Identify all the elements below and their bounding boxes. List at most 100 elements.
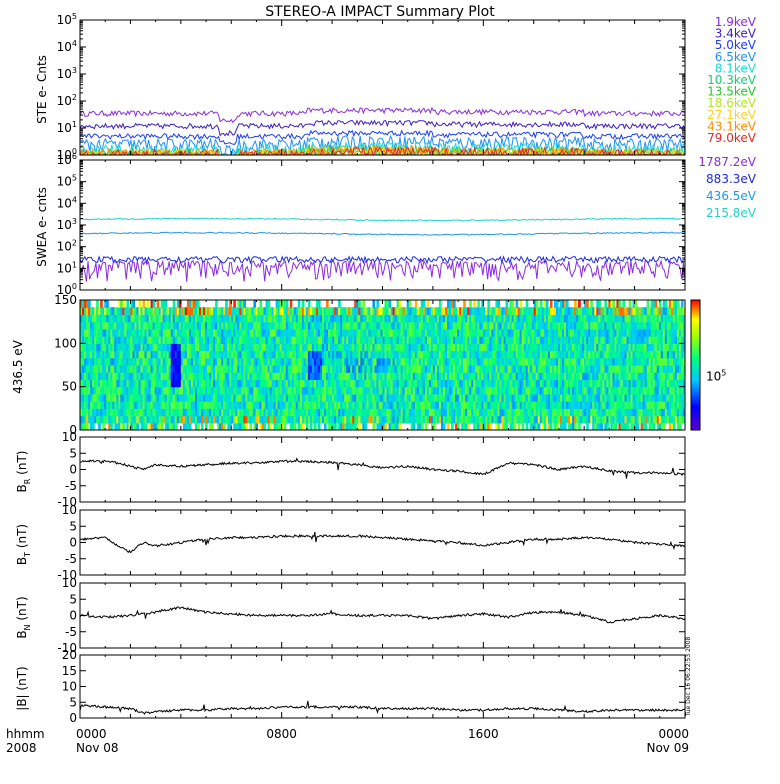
heatmap-cell [586,423,589,431]
heatmap-cell [223,423,226,431]
y-tick-label: 103 [57,66,77,81]
heatmap-cell [487,300,490,308]
heatmap-cell [574,300,577,308]
heatmap-cell [526,300,529,308]
heatmap-cell [425,423,428,431]
heatmap-cell [556,423,559,431]
y-tick-label: 101 [57,120,77,135]
series-line [80,218,685,221]
heatmap-cell [358,300,361,308]
heatmap-cell [100,300,103,308]
heatmap-cell [106,300,109,308]
heatmap-cell [197,423,200,431]
heatmap-cell [538,423,541,431]
heatmap-cell [372,300,375,308]
heatmap-cell [520,300,523,308]
heatmap-cell [389,300,392,308]
y-tick-label: 105 [57,174,77,189]
heatmap-cell [153,300,156,308]
heatmap-cell [598,300,601,308]
heatmap-cell [147,300,150,308]
plot-title: STEREO-A IMPACT Summary Plot [265,4,495,20]
heatmap-cell [409,300,412,308]
y-tick-label: 103 [57,217,77,232]
heatmap-cell [477,300,480,308]
series-line [80,232,685,235]
panel-frame [80,20,685,155]
heatmap-cell [506,423,509,431]
heatmap-cell [550,423,553,431]
heatmap-cell [447,423,450,431]
heatmap-cell [264,423,267,431]
heatmap-cell [586,300,589,308]
heatmap-cell [132,300,135,308]
heatmap-cell [423,300,426,308]
heatmap-cell [372,423,375,431]
heatmap-cell [143,300,146,308]
heatmap-cell [522,423,525,431]
y-tick-label: 104 [57,195,77,210]
heatmap-cell [439,300,442,308]
panel-swea-data [80,218,685,282]
heatmap-cell [249,423,252,431]
y-tick-label: 105 [57,12,77,27]
heatmap-cell [516,300,519,308]
heatmap-cell [550,300,553,308]
heatmap-cell [415,300,418,308]
heatmap-cell [453,300,456,308]
heatmap-cell [526,423,529,431]
heatmap-cell [302,300,305,308]
heatmap-cell [334,423,337,431]
y-tick-label: 102 [57,93,77,108]
heatmap-cell [211,423,214,431]
heatmap-cell [413,423,416,431]
heatmap-cell [606,423,609,431]
heatmap-cell [215,300,218,308]
heatmap-cell [564,423,567,431]
heatmap-cell [358,423,361,431]
panel-pad-data [80,300,686,431]
heatmap-cell [469,300,472,308]
heatmap-cell [540,300,543,308]
heatmap-cell [467,423,470,431]
heatmap-cell [362,300,365,308]
heatmap-cell [326,300,329,308]
heatmap-cell [556,300,559,308]
heatmap-cell [286,300,289,308]
heatmap-cell [506,300,509,308]
heatmap-cell [622,300,625,308]
heatmap-cell [546,300,549,308]
series-line [80,261,685,282]
y-tick-label: 101 [57,260,77,275]
heatmap-cell [175,423,178,431]
series-line [80,257,685,263]
heatmap-cell [399,300,402,308]
heatmap-cell [92,423,95,431]
heatmap-cell [497,300,500,308]
heatmap-cell [512,300,515,308]
heatmap-cell [385,423,388,431]
y-tick-label: 102 [57,239,77,254]
heatmap-cell [161,423,164,431]
heatmap-cell [122,423,125,431]
heatmap-cell [189,423,192,431]
heatmap-cell [314,423,317,431]
heatmap-cell [627,423,630,431]
heatmap-cell [614,423,617,431]
heatmap-cell [88,300,91,308]
heatmap-cell [566,300,569,308]
heatmap-cell [612,300,615,308]
heatmap-cell [338,300,341,308]
heatmap-cell [618,300,621,308]
panel-ste-ylabel: STE e- Cnts [35,55,49,124]
heatmap-cell [497,423,500,431]
heatmap-cell [604,300,607,308]
heatmap-cell [110,423,113,431]
heatmap-cell [574,423,577,431]
heatmap-cell [86,423,89,431]
heatmap-cell [489,423,492,431]
heatmap-cell [578,300,581,308]
